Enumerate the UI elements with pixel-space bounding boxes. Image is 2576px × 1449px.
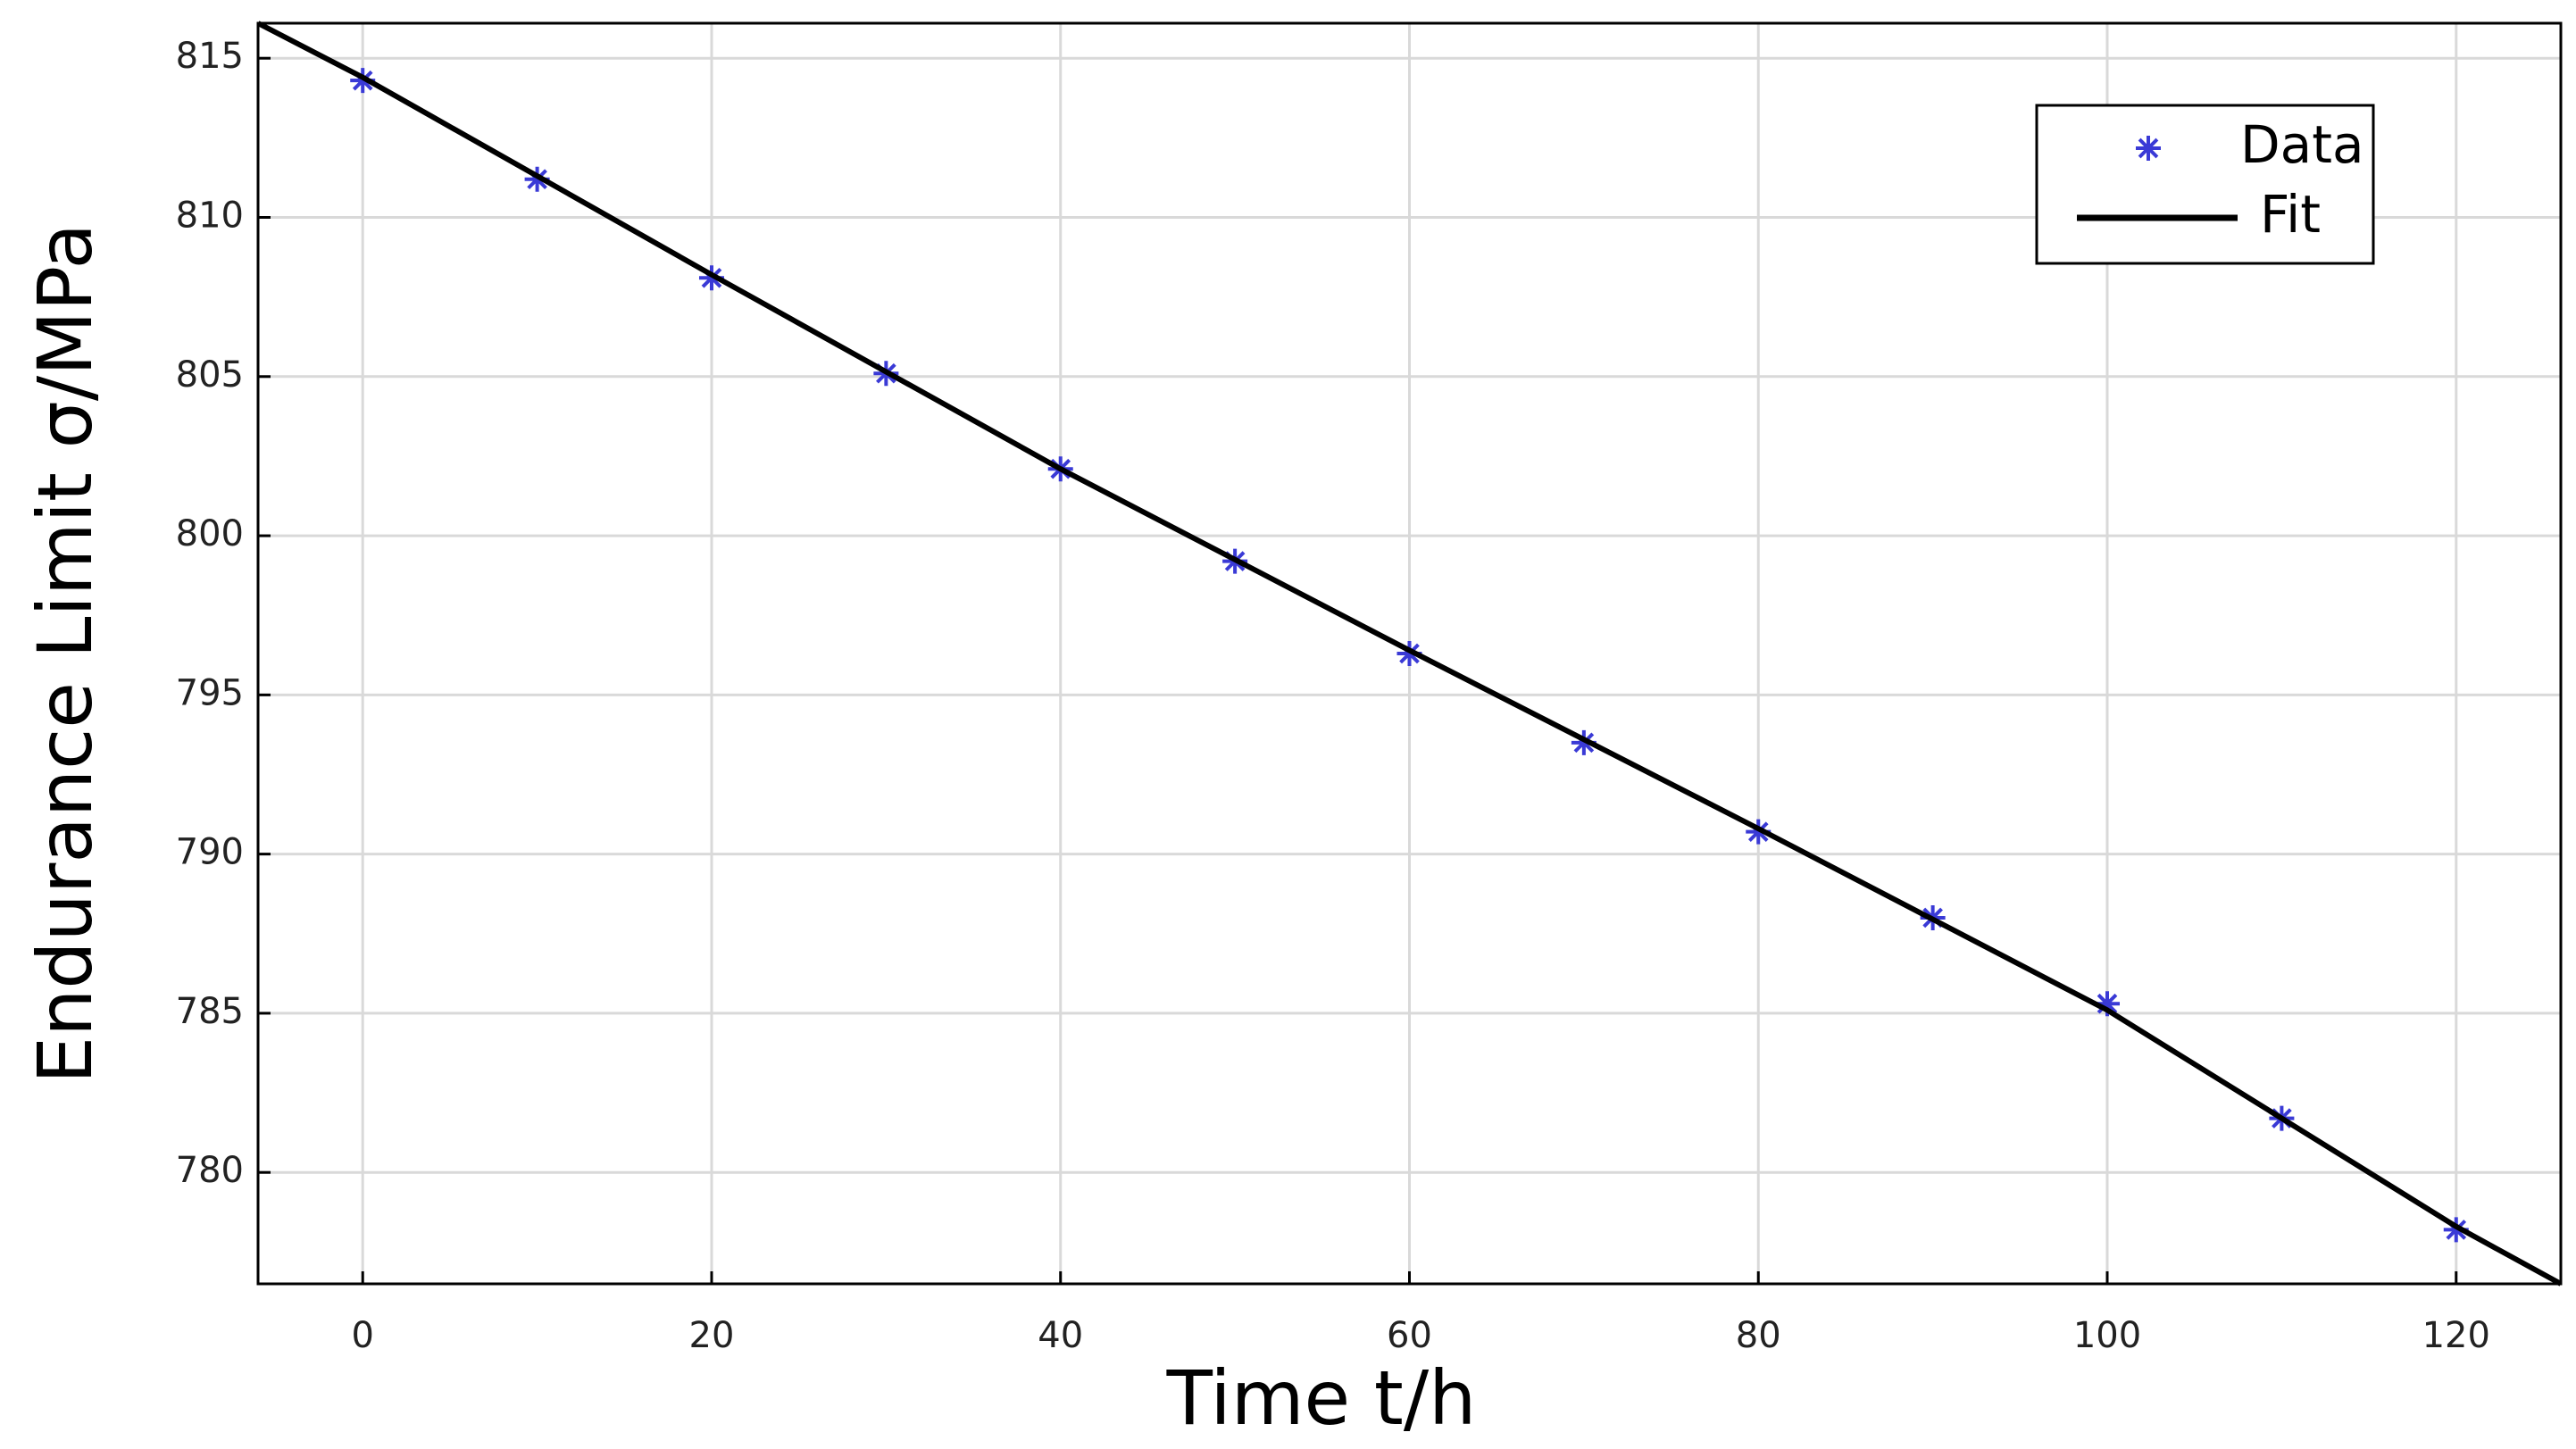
legend: Data Fit	[2035, 104, 2375, 265]
y-axis-title: Endurance Limit σ/MPa	[21, 223, 109, 1084]
y-tick-label: 785	[176, 991, 244, 1032]
data-point	[2095, 991, 2121, 1017]
x-axis-title: Time t/h	[1166, 1354, 1477, 1442]
y-tick-label: 810	[176, 196, 244, 237]
plot-frame	[256, 21, 2563, 1286]
legend-label: Fit	[2260, 184, 2321, 245]
y-tick-label: 815	[176, 36, 244, 77]
legend-box	[2035, 104, 2375, 265]
x-tick-label: 120	[2422, 1315, 2490, 1356]
y-tick-label: 790	[176, 832, 244, 873]
data-point	[524, 166, 550, 192]
x-tick-label: 0	[352, 1315, 374, 1356]
x-tick-label: 60	[1387, 1315, 1432, 1356]
y-tick-label: 800	[176, 513, 244, 554]
data-point	[350, 68, 376, 94]
data-point	[1746, 819, 1772, 845]
x-tick-label: 100	[2073, 1315, 2141, 1356]
y-tick-label: 805	[176, 354, 244, 396]
x-tick-label: 40	[1038, 1315, 1083, 1356]
x-tick-label: 80	[1736, 1315, 1781, 1356]
y-tick-label: 795	[176, 672, 244, 713]
legend-label: Data	[2240, 114, 2364, 175]
data-point	[698, 265, 724, 291]
data-point	[2443, 1217, 2469, 1243]
data-point	[1396, 641, 1422, 666]
fit-line	[256, 21, 2563, 1287]
x-tick-label: 20	[689, 1315, 735, 1356]
legend-marker	[2136, 136, 2161, 161]
y-tick-label: 780	[176, 1150, 244, 1191]
data-point	[1571, 729, 1596, 755]
